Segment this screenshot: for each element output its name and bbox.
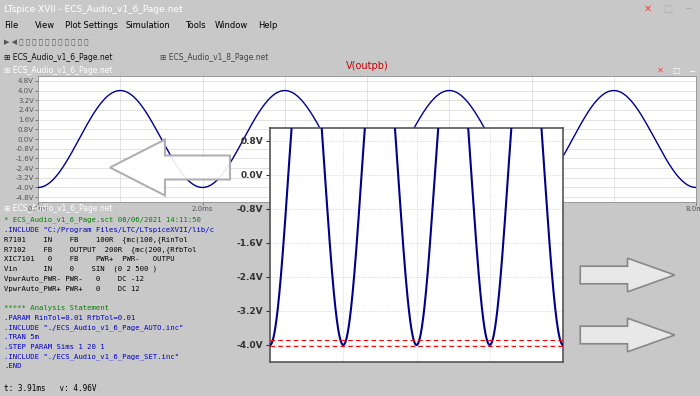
Text: LTspice XVII - ECS_Audio_v1_6_Page.net: LTspice XVII - ECS_Audio_v1_6_Page.net [4,4,183,13]
Text: ▶ ◀ ⬛ ⬛ ⬛ ⬛ ⬛ ⬛ ⬛ ⬛ ⬛ ⬛ ⬛: ▶ ◀ ⬛ ⬛ ⬛ ⬛ ⬛ ⬛ ⬛ ⬛ ⬛ ⬛ ⬛ [4,39,88,45]
Polygon shape [110,139,230,196]
Polygon shape [580,258,675,292]
Text: .INCLUDE "C:/Program Files/LTC/LTspiceXVII/lib/c: .INCLUDE "C:/Program Files/LTC/LTspiceXV… [4,227,214,232]
Text: Plot Settings: Plot Settings [65,21,118,29]
Text: ⊞ ECS_Audio_v1_8_Page.net: ⊞ ECS_Audio_v1_8_Page.net [160,53,268,63]
Text: Simulation: Simulation [125,21,169,29]
Text: ***** Analysis Statement: ***** Analysis Statement [4,305,109,311]
Text: File: File [4,21,18,29]
Text: ⊞ ECS_Audio_v1_6_Page.net: ⊞ ECS_Audio_v1_6_Page.net [4,53,113,63]
Text: V(outpb): V(outpb) [346,61,389,71]
Text: Vin      IN    0    SIN  (0 2 500 ): Vin IN 0 SIN (0 2 500 ) [4,265,158,272]
Text: VpwrAuto_PWR- PWR-   0    DC -12: VpwrAuto_PWR- PWR- 0 DC -12 [4,275,144,282]
Text: R7102    FB    OUTPUT  200R  {mc(200,{RfbTol: R7102 FB OUTPUT 200R {mc(200,{RfbTol [4,246,197,253]
Text: .END: .END [4,364,22,369]
Text: .PARAM RinTol=0.01 RfbTol=0.01: .PARAM RinTol=0.01 RfbTol=0.01 [4,314,136,320]
Text: .TRAN 5m: .TRAN 5m [4,334,39,340]
Text: .INCLUDE "./ECS_Audio_v1_6_Page_SET.inc": .INCLUDE "./ECS_Audio_v1_6_Page_SET.inc" [4,353,179,360]
Text: * ECS_Audio_v1_6_Page.sct 08/06/2021 14:11:50: * ECS_Audio_v1_6_Page.sct 08/06/2021 14:… [4,217,201,223]
Text: .STEP PARAM Sims 1 20 1: .STEP PARAM Sims 1 20 1 [4,344,105,350]
Text: ─: ─ [685,4,691,14]
Text: Help: Help [258,21,277,29]
Text: .INCLUDE "./ECS_Audio_v1_6_Page_AUTO.inc": .INCLUDE "./ECS_Audio_v1_6_Page_AUTO.inc… [4,324,183,331]
Text: ✕: ✕ [657,66,664,75]
Polygon shape [580,318,675,352]
Text: ⊞ ECS_Audio_v1_6_Page.net: ⊞ ECS_Audio_v1_6_Page.net [4,66,113,75]
Text: □: □ [664,4,673,14]
Text: Tools: Tools [185,21,206,29]
Text: View: View [35,21,55,29]
Text: XIC7101   0    FB    PWR+  PWR-   OUTPU: XIC7101 0 FB PWR+ PWR- OUTPU [4,256,175,262]
Text: ⊞ ECS_Audio_v1_6_Page.net: ⊞ ECS_Audio_v1_6_Page.net [4,204,113,213]
Text: ─: ─ [690,66,694,75]
Text: t: 3.91ms   v: 4.96V: t: 3.91ms v: 4.96V [4,384,97,393]
Text: R7101    IN    FB    100R  {mc(100,{RinTol: R7101 IN FB 100R {mc(100,{RinTol [4,236,188,243]
Text: Window: Window [215,21,248,29]
Text: ✕: ✕ [644,4,652,14]
Text: VpwrAuto_PWR+ PWR+   0    DC 12: VpwrAuto_PWR+ PWR+ 0 DC 12 [4,285,140,291]
Text: □: □ [672,66,680,75]
